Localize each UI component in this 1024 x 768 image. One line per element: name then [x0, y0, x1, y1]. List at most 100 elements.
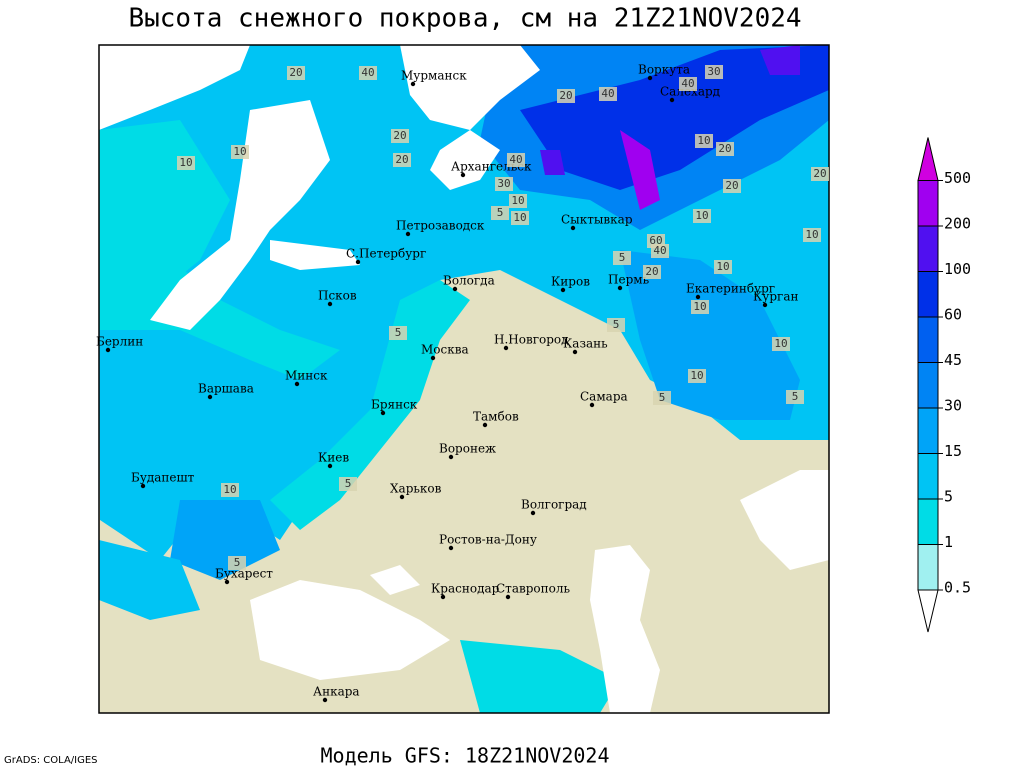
legend-box [917, 180, 939, 227]
contour-label: 10 [511, 194, 524, 207]
city-label: Киев [318, 451, 349, 465]
city-label: Псков [318, 289, 357, 303]
city-dot [294, 381, 300, 387]
contour-label-box [723, 179, 741, 193]
city-dot [440, 594, 446, 600]
contour-label-box [772, 337, 790, 351]
contour-label: 5 [792, 390, 799, 403]
contour-label-box [705, 65, 723, 79]
contour-label-box [511, 211, 529, 225]
city-dot [503, 345, 509, 351]
contour-label: 40 [601, 87, 614, 100]
city-dot [448, 545, 454, 551]
city-label: С.Петербург [346, 247, 426, 261]
contour-label-box [177, 156, 195, 170]
city-label: Волгоград [521, 498, 587, 512]
contour-label: 20 [395, 153, 408, 166]
city-dot [460, 172, 466, 178]
legend-box [917, 316, 939, 363]
contour-label: 10 [179, 156, 192, 169]
contour-label-box [691, 300, 709, 314]
map [98, 44, 830, 714]
title: Высота снежного покрова, см на 21Z21NOV2… [128, 4, 801, 34]
city-dot [505, 594, 511, 600]
city-label: Воронеж [439, 442, 496, 456]
contour-label: 20 [289, 66, 302, 79]
contour-label-box [221, 483, 239, 497]
contour-label: 20 [645, 265, 658, 278]
contour-label: 10 [695, 209, 708, 222]
contour-label: 5 [619, 251, 626, 264]
subtitle: Модель GFS: 18Z21NOV2024 [321, 744, 610, 768]
contour-label: 10 [774, 337, 787, 350]
legend-box [917, 271, 939, 318]
contour-label: 40 [681, 77, 694, 90]
legend-triangle [917, 589, 939, 633]
contour-label-box [688, 369, 706, 383]
contour-label-box [359, 66, 377, 80]
city-dot [560, 287, 566, 293]
city-label: Екатеринбург [686, 282, 775, 296]
city-label: Минск [285, 369, 328, 383]
legend-label: 60 [944, 306, 962, 324]
city-dot [207, 394, 213, 400]
city-label: Самара [580, 390, 628, 404]
legend-triangle [917, 137, 939, 181]
contour-label-box [679, 77, 697, 91]
cities: Мурманск ВоркутаСалехардАрхангельскСыктыв… [96, 63, 798, 703]
city-dot [380, 410, 386, 416]
contour-label-box [495, 177, 513, 191]
city-dot [410, 81, 416, 87]
city-label: Тамбов [473, 410, 519, 424]
city-dot [762, 302, 768, 308]
contour-label: 20 [393, 129, 406, 142]
contour-label: 10 [223, 483, 236, 496]
legend-box [917, 362, 939, 409]
contour-label-box [599, 87, 617, 101]
contour-label: 60 [649, 234, 662, 247]
city-dot [140, 483, 146, 489]
city-label: Петрозаводск [396, 219, 485, 233]
city-label: Пермь [608, 273, 650, 287]
city-label: Будапешт [131, 471, 195, 485]
legend-label: 0.5 [944, 579, 971, 597]
contour-label: 5 [234, 556, 241, 569]
contour-label: 10 [233, 145, 246, 158]
contour-label: 30 [497, 177, 510, 190]
legend-label: 15 [944, 442, 962, 460]
contour-label: 10 [513, 211, 526, 224]
city-dot [405, 231, 411, 237]
contour-label: 5 [345, 477, 352, 490]
city-label: Берлин [96, 335, 143, 349]
contour-label: 5 [613, 318, 620, 331]
city-label: Москва [421, 343, 469, 357]
contour-label-box [491, 206, 509, 220]
contour-label-box [393, 153, 411, 167]
contour-label-box [693, 209, 711, 223]
contour-label: 5 [395, 326, 402, 339]
contour-label: 30 [707, 65, 720, 78]
city-dot [530, 510, 536, 516]
city-label: Курган [753, 290, 798, 304]
city-label: Мурманск [401, 69, 467, 83]
contour-label-box [613, 251, 631, 265]
city-dot [589, 402, 595, 408]
contour-label-box [653, 391, 671, 405]
contour-label: 20 [813, 167, 826, 180]
contour-label: 10 [693, 300, 706, 313]
legend-label: 30 [944, 397, 962, 415]
legend-label: 100 [944, 260, 971, 278]
city-dot [355, 259, 361, 265]
city-label: Брянск [371, 398, 418, 412]
contour-label-box [643, 265, 661, 279]
city-dot [224, 579, 230, 585]
city-label: Анкара [313, 685, 360, 699]
city-dot [448, 454, 454, 460]
city-dot [647, 75, 653, 81]
legend-box [917, 407, 939, 454]
contour-label-box [716, 142, 734, 156]
city-dot [327, 301, 333, 307]
contour-label-box [695, 134, 713, 148]
city-dot [430, 355, 436, 361]
